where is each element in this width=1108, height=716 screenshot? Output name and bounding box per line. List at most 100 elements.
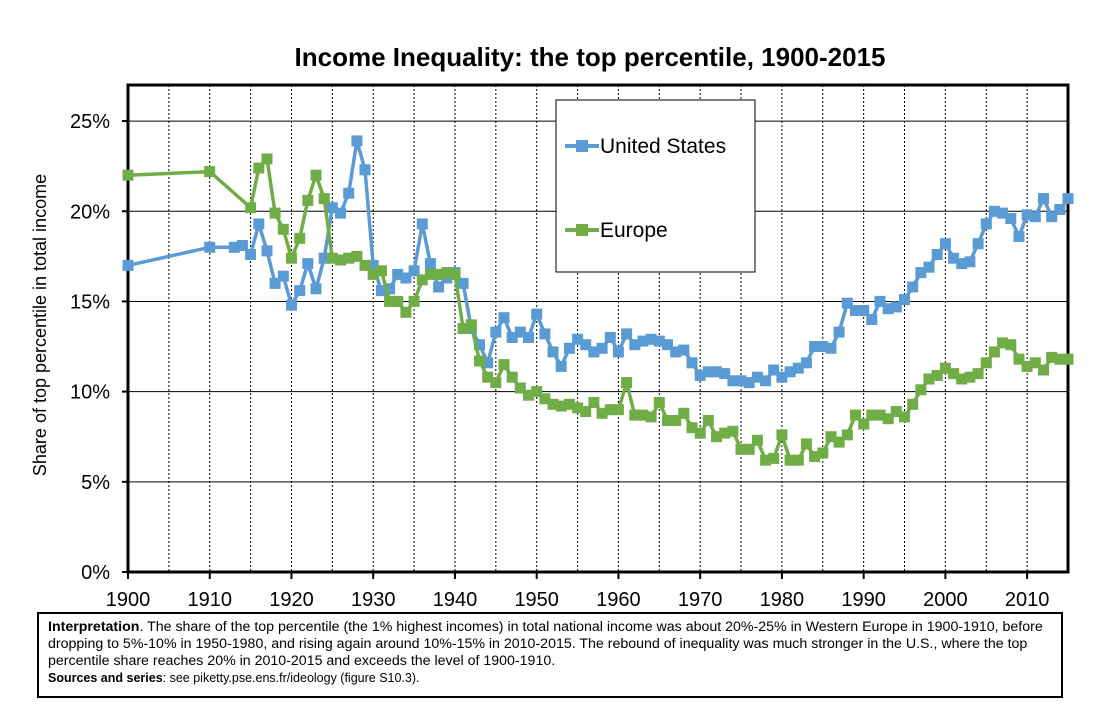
data-point <box>694 427 706 439</box>
data-point <box>474 355 485 367</box>
data-point <box>482 357 494 369</box>
data-point <box>457 277 469 289</box>
data-point <box>245 249 257 260</box>
data-point <box>637 335 649 347</box>
data-point <box>310 283 322 295</box>
data-point <box>236 240 248 251</box>
series-united-states <box>122 135 1074 389</box>
data-point <box>612 404 624 416</box>
data-point <box>743 443 755 455</box>
data-point <box>539 328 551 340</box>
data-point <box>711 366 722 378</box>
data-point <box>612 346 624 358</box>
data-point <box>923 261 935 273</box>
y-tick-label: 20% <box>70 201 110 223</box>
data-point <box>490 326 502 338</box>
data-point <box>277 270 289 282</box>
data-point <box>1046 211 1058 223</box>
data-point <box>735 375 747 387</box>
data-point <box>833 436 845 448</box>
data-point <box>294 232 306 244</box>
data-point <box>907 398 919 410</box>
data-point <box>1013 231 1025 242</box>
data-point <box>997 337 1009 349</box>
data-point <box>498 312 510 324</box>
data-point <box>555 400 567 412</box>
data-point <box>539 393 551 405</box>
legend: United States Europe <box>555 99 756 273</box>
data-point <box>514 382 526 394</box>
data-point <box>874 295 886 307</box>
data-point <box>670 346 682 358</box>
data-point <box>629 339 641 351</box>
data-point <box>351 250 363 262</box>
data-point <box>751 434 763 446</box>
data-point <box>457 323 469 334</box>
data-point <box>359 164 371 176</box>
data-point <box>302 194 314 206</box>
data-point <box>743 377 755 389</box>
data-point <box>506 332 518 343</box>
data-point <box>302 258 314 270</box>
data-point <box>1062 353 1074 365</box>
data-point <box>980 357 992 369</box>
data-point <box>122 169 134 181</box>
data-point <box>776 429 788 441</box>
data-point <box>833 326 845 338</box>
data-point <box>972 238 984 250</box>
data-point <box>784 366 796 378</box>
legend-europe-label: Europe <box>600 219 668 242</box>
data-point <box>588 346 600 358</box>
data-point <box>735 443 747 455</box>
y-axis: 0% 5% 10% 15% 20% 25% <box>70 111 128 584</box>
data-point <box>384 295 396 307</box>
data-point <box>653 397 665 408</box>
y-tick-label: 0% <box>81 562 110 584</box>
data-point <box>228 241 240 253</box>
data-point <box>482 371 494 383</box>
data-point <box>343 252 355 264</box>
data-point <box>122 259 134 271</box>
plot-area-border <box>126 83 1070 574</box>
data-point <box>825 342 837 354</box>
sources-line: Sources and series: see piketty.pse.ens.… <box>48 670 1052 686</box>
data-point <box>621 328 633 340</box>
data-point <box>621 377 633 389</box>
y-tick-label: 25% <box>70 111 110 133</box>
data-point <box>498 359 510 371</box>
x-tick-label: 1900 <box>106 589 151 611</box>
data-point <box>1005 213 1017 224</box>
data-point <box>792 362 804 374</box>
data-point <box>645 333 657 345</box>
data-point <box>294 285 306 297</box>
data-point <box>286 299 297 311</box>
legend-box <box>555 99 756 273</box>
data-point <box>523 332 534 343</box>
data-point <box>580 406 592 417</box>
data-point <box>948 368 960 380</box>
x-tick-label: 1930 <box>351 589 396 611</box>
series-layer <box>122 135 1074 466</box>
data-point <box>719 427 731 439</box>
x-tick-label: 1910 <box>187 589 232 611</box>
data-point <box>686 357 698 369</box>
data-point <box>572 333 584 345</box>
data-point <box>931 249 943 260</box>
data-point <box>245 202 257 214</box>
data-point <box>850 305 861 316</box>
data-point <box>261 153 273 165</box>
data-point <box>1038 364 1049 376</box>
data-point <box>784 454 796 466</box>
legend-us-marker <box>576 140 588 152</box>
data-point <box>441 267 453 279</box>
data-point <box>547 398 559 410</box>
data-point <box>1054 204 1066 215</box>
x-tick-label: 1990 <box>841 589 886 611</box>
data-point <box>523 389 534 401</box>
data-point <box>1013 353 1025 365</box>
data-point <box>204 166 216 178</box>
data-point <box>899 294 910 306</box>
interpretation-text: . The share of the top percentile (the 1… <box>48 619 1043 669</box>
data-point <box>972 368 984 380</box>
data-point <box>310 169 322 181</box>
